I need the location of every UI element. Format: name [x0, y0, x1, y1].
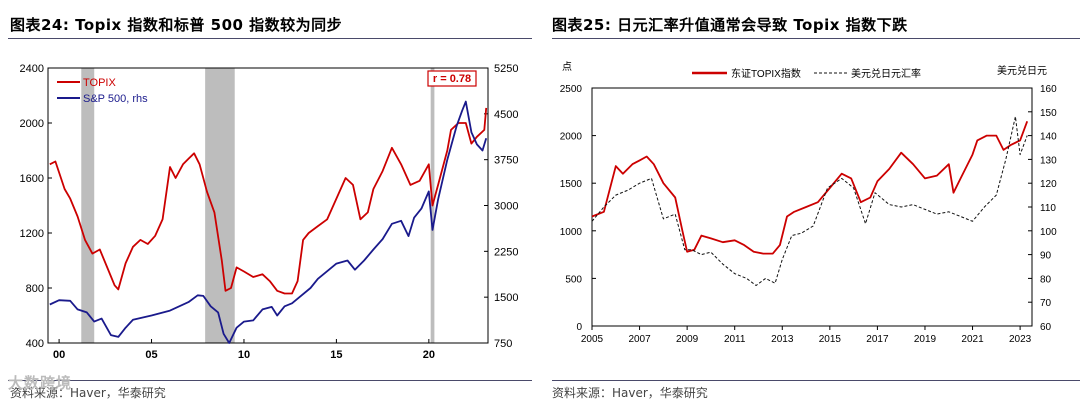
left-y-tick-label: 2000 — [20, 118, 44, 130]
watermark: 大数跨境 — [8, 374, 73, 392]
legend: TOPIX S&P 500, rhs — [57, 77, 148, 105]
x-tick-label: 15 — [330, 349, 342, 361]
topix-series-line — [591, 120, 1029, 255]
sp500-series-line — [49, 100, 488, 344]
right-y-tick-label: 100 — [1040, 227, 1057, 238]
x-tick-label: 2019 — [914, 334, 937, 345]
left-title-rule — [8, 38, 532, 39]
x-tick-label: 2015 — [819, 334, 842, 345]
plot-frame — [591, 87, 1033, 327]
x-tick-label: 2005 — [581, 334, 604, 345]
x-tick-label: 20 — [423, 349, 435, 361]
right-y-tick-label: 5250 — [494, 63, 518, 75]
left-y-tick-label: 1600 — [20, 173, 44, 185]
right-y-tick-label: 750 — [494, 338, 512, 350]
x-tick-label: 2023 — [1009, 334, 1032, 345]
topix-sp500-chart: 4008001200160020002400750150022503000375… — [20, 63, 519, 361]
left-panel: 图表24: Topix 指数和标普 500 指数较为同步 400 800 1200 1… — [0, 0, 532, 407]
right-source-rule — [552, 380, 1080, 381]
left-y-tick-label: 2000 — [560, 132, 583, 143]
left-source-rule — [8, 380, 532, 381]
x-tick-label: 00 — [53, 349, 65, 361]
right-y-tick-label: 150 — [1040, 108, 1057, 119]
right-y-tick-label: 110 — [1040, 203, 1056, 214]
right-y-tick-label: 1500 — [494, 292, 518, 304]
right-y-tick-label: 130 — [1040, 155, 1057, 166]
right-panel-title: 图表25: 日元汇率升值通常会导致 Topix 指数下跌 — [552, 16, 908, 34]
legend: 东证TOPIX指数 美元兑日元汇率 — [692, 67, 921, 80]
x-tick-label: 2017 — [866, 334, 889, 345]
usdjpy-series-line — [591, 116, 1028, 286]
right-y-tick-label: 80 — [1040, 274, 1052, 285]
x-tick-label: 2007 — [628, 334, 651, 345]
x-tick-label: 05 — [145, 349, 157, 361]
right-y-tick-label: 3000 — [494, 201, 518, 213]
left-y-tick-label: 1200 — [20, 228, 44, 240]
legend-label: 美元兑日元汇率 — [851, 67, 921, 80]
right-axis-title: 美元兑日元 — [997, 64, 1047, 77]
recession-band-1 — [81, 68, 95, 343]
legend-label: 东证TOPIX指数 — [731, 67, 801, 80]
right-y-tick-label: 60 — [1040, 322, 1052, 333]
topix-series-line — [49, 107, 488, 295]
right-y-tick-label: 160 — [1040, 84, 1057, 95]
left-y-tick-label: 2500 — [560, 84, 583, 95]
right-y-tick-label: 70 — [1040, 298, 1052, 309]
legend-label: S&P 500, rhs — [83, 93, 148, 105]
right-y-tick-label: 120 — [1040, 179, 1057, 190]
correlation-box — [427, 70, 477, 87]
x-tick-label: 2013 — [771, 334, 794, 345]
left-y-tick-label: 500 — [565, 274, 582, 285]
left-y-tick-label: 1500 — [560, 179, 583, 190]
right-y-tick-label: 4500 — [494, 109, 518, 121]
right-y-tick-label: 2250 — [494, 246, 518, 258]
left-axis-title: 点 — [562, 61, 572, 73]
x-tick-label: 10 — [238, 349, 250, 361]
left-y-tick-label: 2400 — [20, 63, 44, 75]
x-tick-label: 2021 — [961, 334, 984, 345]
right-y-tick-label: 90 — [1040, 251, 1052, 262]
right-title-rule — [552, 38, 1080, 39]
recession-band-2 — [205, 68, 235, 343]
legend-label: TOPIX — [83, 77, 116, 89]
correlation-annotation: r = 0.78 — [433, 73, 471, 85]
topix-usdjpy-chart: 0 500 1000 1500 2000 2500 60 70 80 90 100 110 120 130… — [560, 61, 1057, 345]
right-panel: 图表25: 日元汇率升值通常会导致 Topix 指数下跌 0 500 1000 150… — [552, 0, 1080, 407]
right-y-tick-label: 140 — [1040, 132, 1057, 143]
right-y-tick-label: 3750 — [494, 155, 518, 167]
right-source-note: 资料来源：Haver，华泰研究 — [552, 386, 708, 400]
x-tick-label: 2009 — [676, 334, 699, 345]
left-y-tick-label: 0 — [576, 322, 582, 333]
left-y-tick-label: 1000 — [560, 227, 583, 238]
left-panel-title: 图表24: Topix 指数和标普 500 指数较为同步 — [10, 16, 343, 34]
x-tick-label: 2011 — [724, 334, 746, 345]
left-y-tick-label: 800 — [26, 283, 44, 295]
left-y-tick-label: 400 — [26, 338, 44, 350]
left-source-note: 资料来源：Haver，华泰研究 — [10, 386, 166, 400]
